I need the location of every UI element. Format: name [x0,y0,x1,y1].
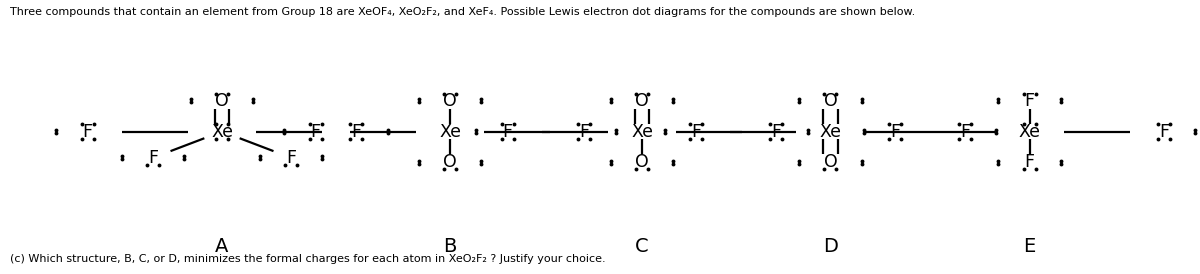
Text: F: F [352,122,361,141]
Text: Xe: Xe [211,122,233,141]
Text: B: B [443,237,457,256]
Text: O: O [443,92,457,110]
Text: O: O [443,153,457,171]
Text: O: O [823,153,838,171]
Text: F: F [1159,122,1169,141]
Text: F: F [580,122,589,141]
Text: F: F [960,122,970,141]
Text: C: C [635,237,649,256]
Text: O: O [635,92,649,110]
Text: Xe: Xe [631,122,653,141]
Text: F: F [1025,153,1034,171]
Text: F: F [83,122,92,141]
Text: O: O [635,153,649,171]
Text: D: D [823,237,838,256]
Text: Three compounds that contain an element from Group 18 are XeOF₄, XeO₂F₂, and XeF: Three compounds that contain an element … [10,7,914,17]
Text: F: F [148,149,158,167]
Text: F: F [286,149,296,167]
Text: F: F [1025,92,1034,110]
Text: F: F [691,122,701,141]
Text: A: A [215,237,229,256]
Text: O: O [823,92,838,110]
Text: Xe: Xe [439,122,461,141]
Text: F: F [772,122,781,141]
Text: F: F [890,122,900,141]
Text: Xe: Xe [820,122,841,141]
Text: E: E [1024,237,1036,256]
Text: F: F [311,122,320,141]
Text: O: O [215,92,229,110]
Text: Xe: Xe [1019,122,1040,141]
Text: (c) Which structure, B, C, or D, minimizes the formal charges for each atom in X: (c) Which structure, B, C, or D, minimiz… [10,254,605,264]
Text: F: F [503,122,512,141]
